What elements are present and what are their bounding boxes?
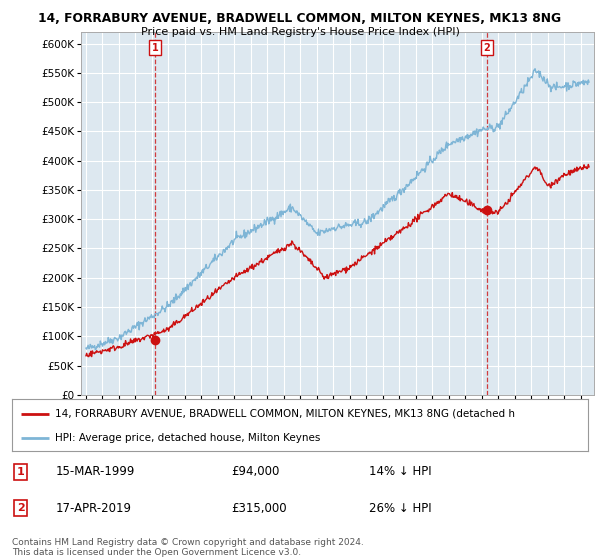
Text: 1: 1 (17, 467, 25, 477)
Text: £315,000: £315,000 (231, 502, 287, 515)
Text: £94,000: £94,000 (231, 465, 279, 478)
Text: 15-MAR-1999: 15-MAR-1999 (55, 465, 134, 478)
Text: 2: 2 (484, 43, 490, 53)
Text: HPI: Average price, detached house, Milton Keynes: HPI: Average price, detached house, Milt… (55, 433, 320, 443)
Text: 26% ↓ HPI: 26% ↓ HPI (369, 502, 432, 515)
Text: Price paid vs. HM Land Registry's House Price Index (HPI): Price paid vs. HM Land Registry's House … (140, 27, 460, 37)
Text: 14, FORRABURY AVENUE, BRADWELL COMMON, MILTON KEYNES, MK13 8NG: 14, FORRABURY AVENUE, BRADWELL COMMON, M… (38, 12, 562, 25)
Text: 17-APR-2019: 17-APR-2019 (55, 502, 131, 515)
Text: 14, FORRABURY AVENUE, BRADWELL COMMON, MILTON KEYNES, MK13 8NG (detached h: 14, FORRABURY AVENUE, BRADWELL COMMON, M… (55, 409, 515, 419)
Text: Contains HM Land Registry data © Crown copyright and database right 2024.
This d: Contains HM Land Registry data © Crown c… (12, 538, 364, 557)
Text: 14% ↓ HPI: 14% ↓ HPI (369, 465, 432, 478)
Text: 2: 2 (17, 503, 25, 513)
Text: 1: 1 (152, 43, 158, 53)
